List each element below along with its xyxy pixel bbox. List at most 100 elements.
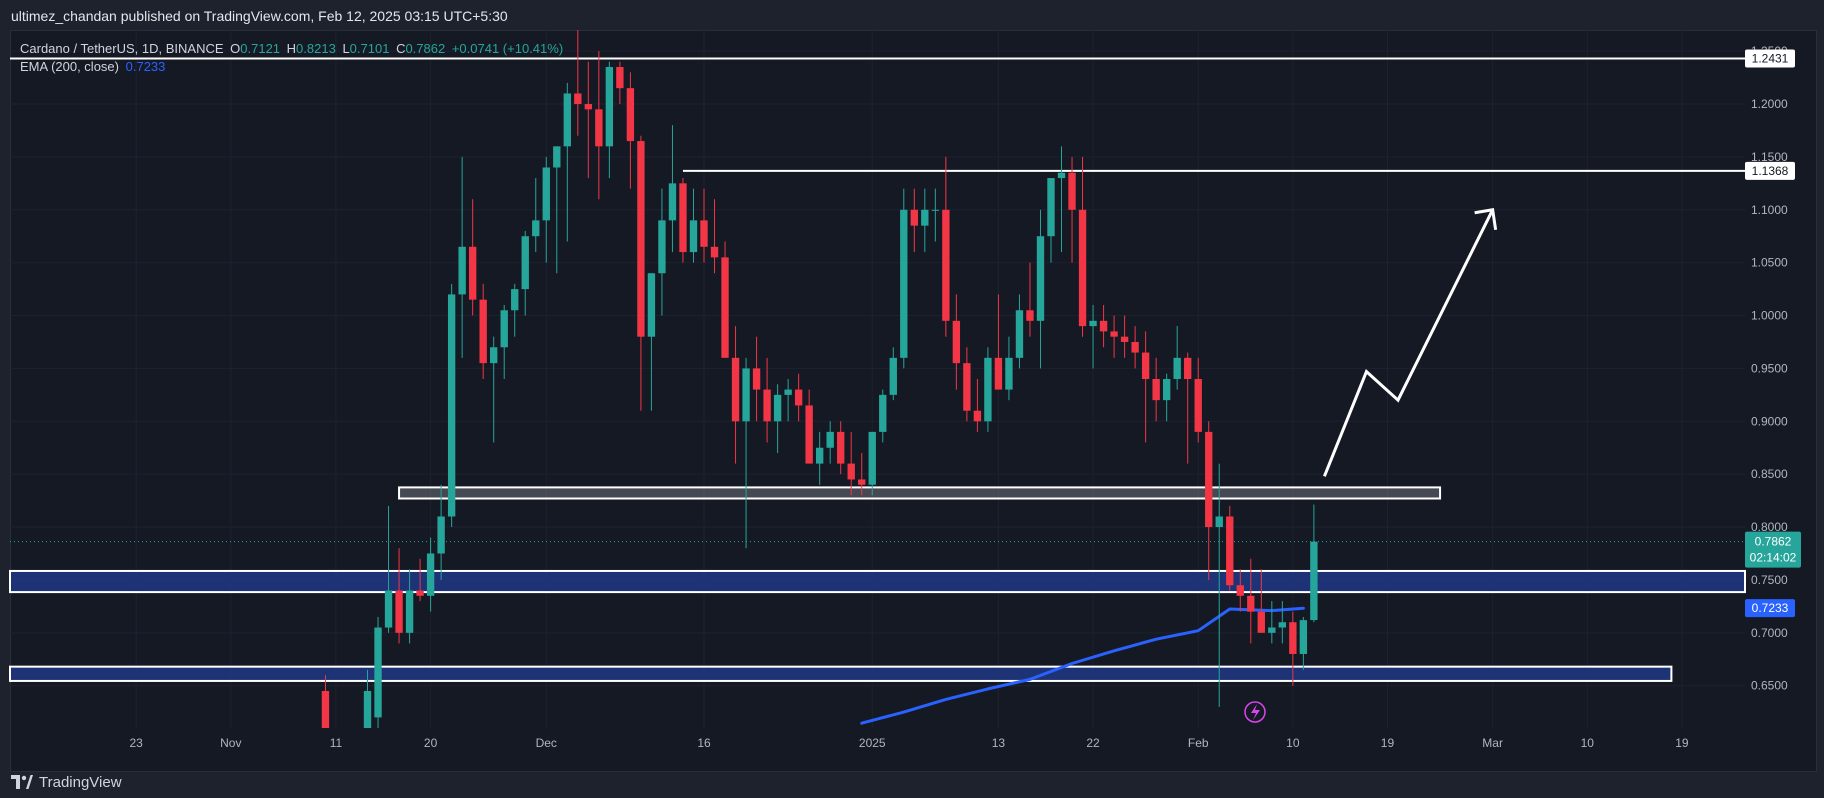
candle — [794, 373, 803, 422]
candle-body — [889, 357, 897, 395]
candle — [490, 336, 498, 443]
candle — [784, 379, 792, 422]
high-label: H — [286, 41, 297, 56]
high-value: 0.8213 — [296, 41, 336, 56]
candle-body — [752, 368, 761, 390]
candle — [437, 484, 445, 580]
candle-body — [658, 220, 666, 274]
candle — [815, 431, 824, 485]
candle-body — [532, 220, 540, 237]
candle-body — [879, 394, 887, 432]
candle — [1257, 569, 1265, 633]
candle-body — [847, 463, 855, 480]
candle-body — [616, 67, 624, 89]
x-tick-label: Mar — [1482, 736, 1503, 750]
open-value: 0.7121 — [240, 41, 281, 56]
candle — [668, 125, 677, 253]
projection-arrowhead — [1474, 208, 1498, 231]
candle-body — [1015, 310, 1024, 358]
price-zone — [9, 569, 1746, 594]
candle-body — [1268, 627, 1276, 633]
candle — [637, 135, 645, 411]
candle-body — [1152, 379, 1160, 401]
candle-body — [553, 146, 561, 168]
x-tick-label: 19 — [1675, 736, 1689, 750]
ema-price-tag — [1745, 599, 1795, 618]
candle-body — [363, 690, 372, 728]
candle-body — [605, 67, 614, 147]
candle — [626, 72, 635, 189]
candle — [1226, 505, 1234, 591]
candle-body — [973, 410, 982, 422]
ema-label: EMA (200, close) — [20, 59, 119, 74]
candle — [910, 188, 918, 253]
candle-body — [773, 394, 782, 422]
candle — [879, 389, 887, 443]
current-price-label: 0.7862 — [1755, 535, 1792, 549]
candle-body — [595, 109, 603, 147]
candle — [1236, 569, 1244, 612]
grid-lines — [10, 30, 1745, 728]
candle — [1299, 616, 1308, 670]
candle — [700, 188, 708, 263]
candle-body — [952, 320, 961, 364]
candle — [1131, 326, 1139, 369]
candle — [1005, 336, 1013, 401]
candle-body — [721, 257, 729, 358]
level-tag-label: 1.2431 — [1752, 51, 1789, 65]
candle — [1152, 357, 1160, 422]
candle-body — [584, 104, 593, 110]
candle — [994, 294, 1003, 390]
candle — [1247, 558, 1255, 644]
candle — [973, 379, 982, 432]
ema-value: 0.7233 — [125, 59, 166, 74]
candle-body — [1131, 341, 1139, 353]
countdown-label: 02:14:02 — [1750, 551, 1797, 565]
candle — [458, 156, 466, 358]
candle — [963, 347, 971, 422]
candle — [1057, 146, 1066, 253]
candle-body — [942, 209, 950, 321]
candle — [616, 61, 624, 105]
candle — [773, 384, 782, 454]
candle — [468, 199, 477, 316]
candle — [721, 241, 729, 358]
candle — [532, 178, 540, 253]
lightning-icon[interactable] — [1244, 701, 1266, 723]
candle-body — [1162, 379, 1171, 401]
candle — [1268, 601, 1276, 644]
candle-body — [458, 246, 466, 295]
candle-body — [416, 590, 424, 596]
tradingview-logo-icon[interactable] — [11, 775, 33, 789]
level-lines — [10, 57, 1745, 543]
candle-body — [994, 357, 1003, 390]
y-tick-label: 1.2000 — [1751, 97, 1788, 111]
open-label: O — [230, 41, 241, 56]
candle-body — [1173, 357, 1181, 379]
publisher-info: ultimez_chandan published on TradingView… — [11, 8, 508, 24]
tradingview-brand[interactable]: TradingView — [39, 773, 122, 791]
y-tick-label: 1.0500 — [1751, 256, 1788, 270]
candle-body — [1036, 236, 1045, 321]
candle-body — [784, 389, 792, 395]
close-label: C — [396, 41, 406, 56]
x-tick-label: 2025 — [859, 736, 886, 750]
candle — [511, 283, 519, 337]
candle-body — [1299, 620, 1308, 654]
candle-body — [405, 590, 414, 633]
y-tick-label: 1.1500 — [1751, 150, 1788, 164]
x-tick-label: 22 — [1086, 736, 1100, 750]
candle-body — [1278, 622, 1287, 628]
candle-body — [1194, 379, 1202, 432]
candle-body — [437, 516, 445, 554]
chart-pane[interactable] — [10, 30, 1817, 772]
x-tick-label: Nov — [220, 736, 241, 750]
x-tick-label: 16 — [697, 736, 711, 750]
ema-line — [860, 606, 1305, 725]
candle — [363, 669, 372, 728]
candle — [1141, 331, 1150, 443]
candle — [952, 294, 961, 390]
y-tick-label: 0.7500 — [1751, 573, 1788, 587]
candle-body — [679, 183, 687, 253]
